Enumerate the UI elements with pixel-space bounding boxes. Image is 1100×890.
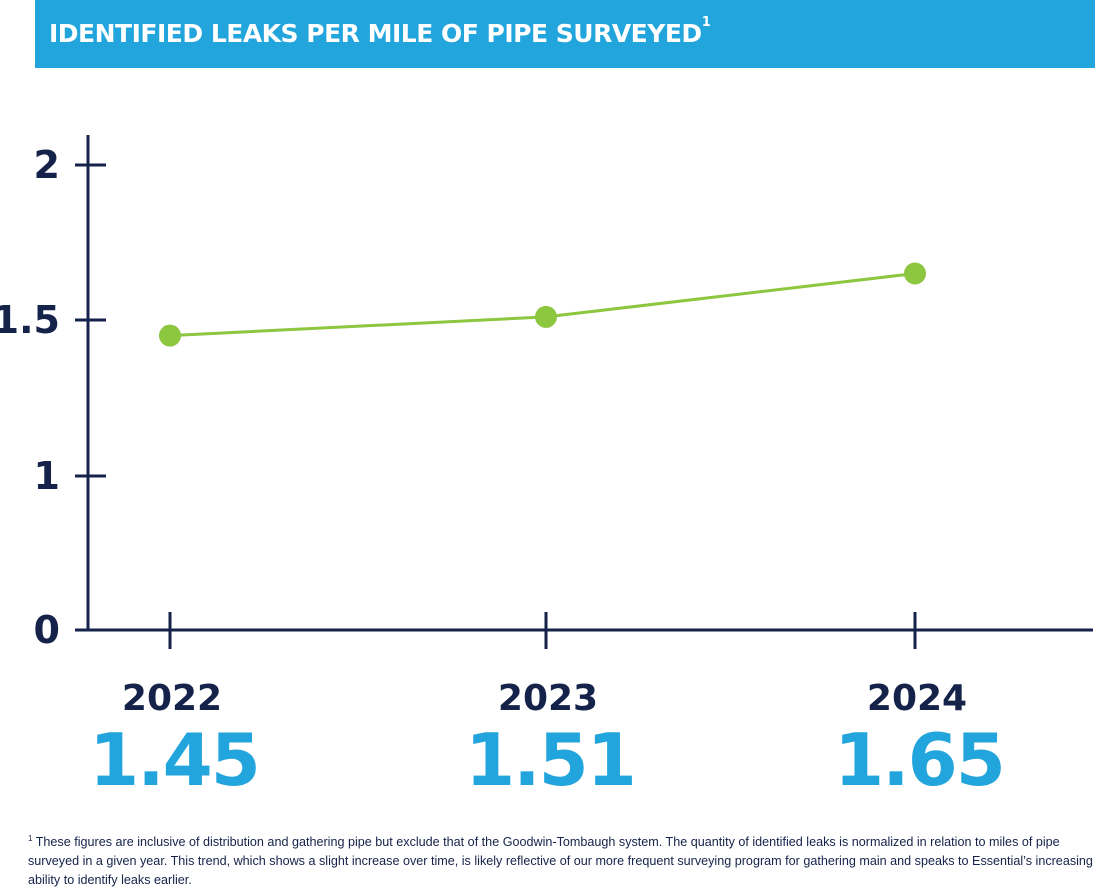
y-tick-label: 1.5 [0, 298, 60, 342]
y-tick-label: 2 [34, 143, 60, 187]
data-label: 1.45 [89, 718, 259, 802]
y-tick-label: 1 [34, 454, 60, 498]
x-tick-label: 2022 [122, 678, 222, 719]
x-tick-label: 2024 [867, 678, 967, 719]
footnote-marker: 1 [28, 834, 33, 843]
data-point [159, 324, 181, 347]
data-label: 1.65 [834, 718, 1004, 802]
x-tick-label: 2023 [498, 678, 598, 719]
data-label: 1.51 [465, 718, 635, 802]
title-footnote-marker: 1 [701, 15, 711, 30]
data-point [904, 262, 926, 285]
data-point [535, 305, 557, 328]
y-tick-label: 0 [34, 608, 60, 652]
chart-title-text: IDENTIFIED LEAKS PER MILE OF PIPE SURVEY… [49, 19, 702, 48]
footnote-text: These figures are inclusive of distribut… [28, 835, 1093, 888]
footnote: 1 These figures are inclusive of distrib… [28, 829, 1098, 890]
chart-title: IDENTIFIED LEAKS PER MILE OF PIPE SURVEY… [35, 0, 1095, 68]
